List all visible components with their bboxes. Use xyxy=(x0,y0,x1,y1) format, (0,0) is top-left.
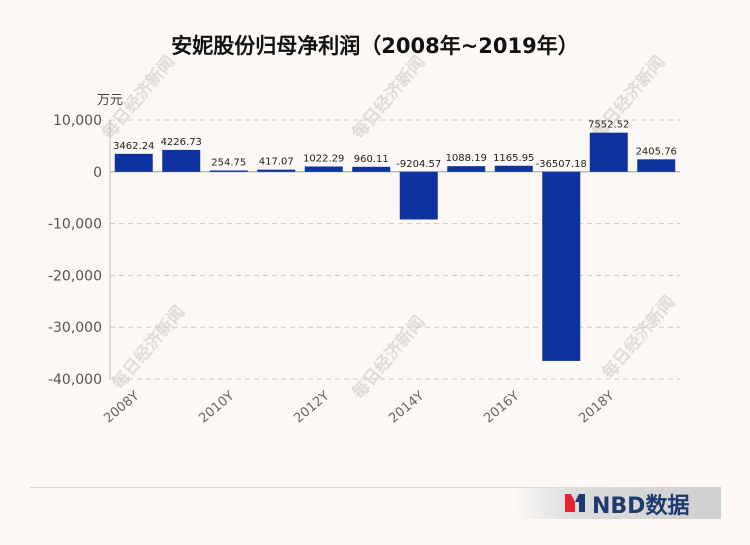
bar xyxy=(209,170,248,172)
watermark-text: 每日经济新闻 xyxy=(598,292,680,384)
y-tick-label: -30,000 xyxy=(48,320,102,336)
x-tick-label: 2016Y xyxy=(481,389,522,427)
bar xyxy=(352,166,391,172)
nbd-logo-icon xyxy=(565,494,585,512)
bar-value-label: -9204.57 xyxy=(396,159,441,170)
footer-divider xyxy=(30,487,720,488)
chart-title: 安妮股份归母净利润（2008年~2019年） xyxy=(171,34,579,58)
bar xyxy=(589,132,628,172)
brand-banner xyxy=(515,487,721,519)
bar-value-label: 1022.29 xyxy=(303,154,344,165)
bar xyxy=(399,171,438,220)
bar-value-label: 2405.76 xyxy=(636,146,677,157)
bar-value-label: 1165.95 xyxy=(493,153,534,164)
bar xyxy=(114,153,153,172)
bar-value-label: 4226.73 xyxy=(161,137,202,148)
bar xyxy=(447,166,486,172)
bar xyxy=(162,149,201,172)
bar-value-label: 7552.52 xyxy=(588,120,629,131)
bar xyxy=(542,171,581,361)
bar xyxy=(494,165,533,172)
y-tick-label: 0 xyxy=(93,165,102,181)
x-tick-label: 2010Y xyxy=(196,389,237,427)
bar-value-label: 960.11 xyxy=(354,154,389,165)
x-tick-label: 2008Y xyxy=(101,389,142,427)
x-tick-label: 2012Y xyxy=(291,389,332,427)
bar-value-label: -36507.18 xyxy=(536,159,587,170)
y-tick-label: 10,000 xyxy=(53,113,102,129)
brand-text: NBD数据 xyxy=(592,494,690,519)
y-tick-label: -20,000 xyxy=(48,268,102,284)
bar xyxy=(637,159,676,172)
bar-value-label: 417.07 xyxy=(259,157,294,168)
watermark-text: 每日经济新闻 xyxy=(348,52,430,144)
bar xyxy=(304,166,343,172)
y-tick-label: -10,000 xyxy=(48,217,102,233)
bar-value-label: 254.75 xyxy=(211,157,246,168)
bars xyxy=(114,132,676,361)
y-axis-unit-label: 万元 xyxy=(97,93,123,108)
bar xyxy=(257,169,296,172)
x-tick-label: 2014Y xyxy=(386,389,427,427)
grid-lines xyxy=(110,119,680,380)
x-tick-label: 2018Y xyxy=(576,389,617,427)
bar-value-label: 1088.19 xyxy=(446,153,487,164)
y-axis: 10,000 0 -10,000 -20,000 -30,000 -40,000 xyxy=(48,113,111,388)
bar-value-label: 3462.24 xyxy=(113,141,154,152)
y-tick-label: -40,000 xyxy=(48,372,102,388)
